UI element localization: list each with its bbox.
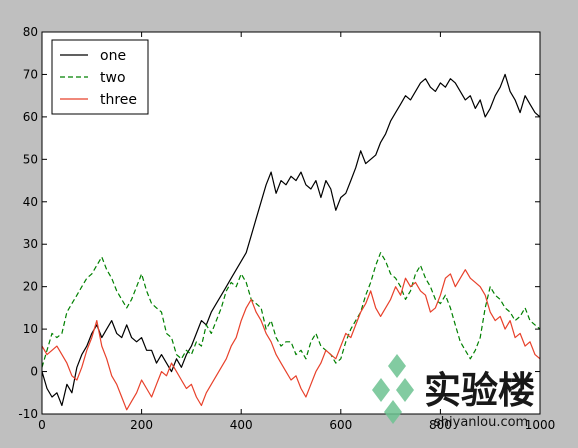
series-layer xyxy=(41,73,541,411)
watermark-title: 实验楼 xyxy=(424,369,535,412)
x-tick-label: 800 xyxy=(429,418,452,432)
y-tick-label: 40 xyxy=(23,195,38,209)
legend-entry-one: one xyxy=(60,48,126,64)
x-tick-label: 600 xyxy=(329,418,352,432)
y-tick-label: 10 xyxy=(23,322,38,336)
legend-label: two xyxy=(100,70,126,86)
legend-label: one xyxy=(100,48,126,64)
series-line-two xyxy=(41,252,541,368)
x-tick-labels: 0 200 400 600 800 1000 xyxy=(38,418,555,432)
plot-frame xyxy=(41,31,541,415)
x-tick-label: 400 xyxy=(230,418,253,432)
legend: one two three xyxy=(51,39,149,115)
legend-entry-two: two xyxy=(60,70,126,86)
y-tick-label: 80 xyxy=(23,25,38,39)
y-tick-label: 0 xyxy=(30,365,38,379)
y-tick-label: 70 xyxy=(23,67,38,81)
y-tick-labels: -10 0 10 20 30 40 50 60 70 80 xyxy=(18,25,38,421)
series-line-three xyxy=(41,269,541,411)
x-tick-label: 0 xyxy=(38,418,46,432)
y-tick-label: 30 xyxy=(23,237,38,251)
series-line-one xyxy=(41,73,541,407)
y-tick-label: 60 xyxy=(23,110,38,124)
x-tick-label: 1000 xyxy=(525,418,556,432)
watermark-logo-icon xyxy=(372,354,414,424)
legend-entry-three: three xyxy=(60,92,137,108)
watermark: 实验楼 shiyanlou.com xyxy=(372,354,535,430)
x-tick-label: 200 xyxy=(130,418,153,432)
y-tick-label: 20 xyxy=(23,280,38,294)
y-tick-label: 50 xyxy=(23,152,38,166)
y-tick-label: -10 xyxy=(18,407,38,421)
watermark-subtitle: shiyanlou.com xyxy=(434,415,528,430)
legend-label: three xyxy=(100,92,137,108)
